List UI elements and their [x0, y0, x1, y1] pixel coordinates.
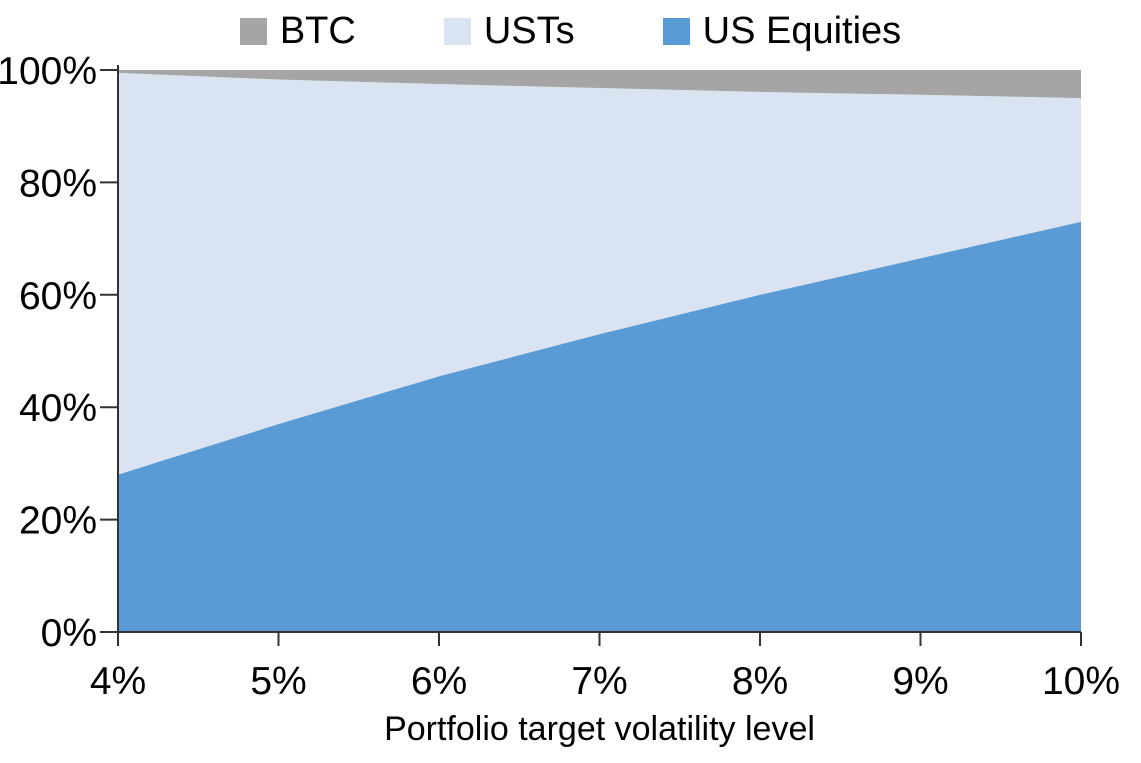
y-tick-label: 0%: [41, 612, 97, 655]
x-tick-label: 4%: [90, 660, 146, 703]
y-tick-label: 60%: [19, 275, 97, 318]
y-tick-label: 100%: [0, 50, 97, 93]
x-tick-label: 6%: [411, 660, 467, 703]
legend-label: USTs: [483, 10, 575, 52]
area-series-btc: [118, 70, 1081, 99]
legend-item-usts: USTs: [443, 10, 575, 52]
legend-swatch-icon: [443, 17, 471, 45]
y-tick-label: 80%: [19, 162, 97, 205]
y-tick-label: 20%: [19, 500, 97, 543]
x-axis-title: Portfolio target volatility level: [384, 710, 815, 748]
x-tick-label: 8%: [732, 660, 788, 703]
legend: BTC USTs US Equities: [0, 12, 1141, 50]
legend-label: US Equities: [702, 10, 902, 52]
x-tick-label: 5%: [250, 660, 306, 703]
x-tick-label: 7%: [571, 660, 627, 703]
area-series-us-equities: [118, 221, 1081, 633]
y-tick-label: 40%: [19, 387, 97, 430]
legend-item-us-equities: US Equities: [662, 10, 902, 52]
legend-item-btc: BTC: [239, 10, 356, 52]
legend-swatch-icon: [239, 17, 267, 45]
area-series-usts: [118, 72, 1081, 475]
x-tick-label: 10%: [1042, 660, 1120, 703]
legend-label: BTC: [279, 10, 356, 52]
legend-swatch-icon: [662, 17, 690, 45]
x-tick-label: 9%: [892, 660, 948, 703]
